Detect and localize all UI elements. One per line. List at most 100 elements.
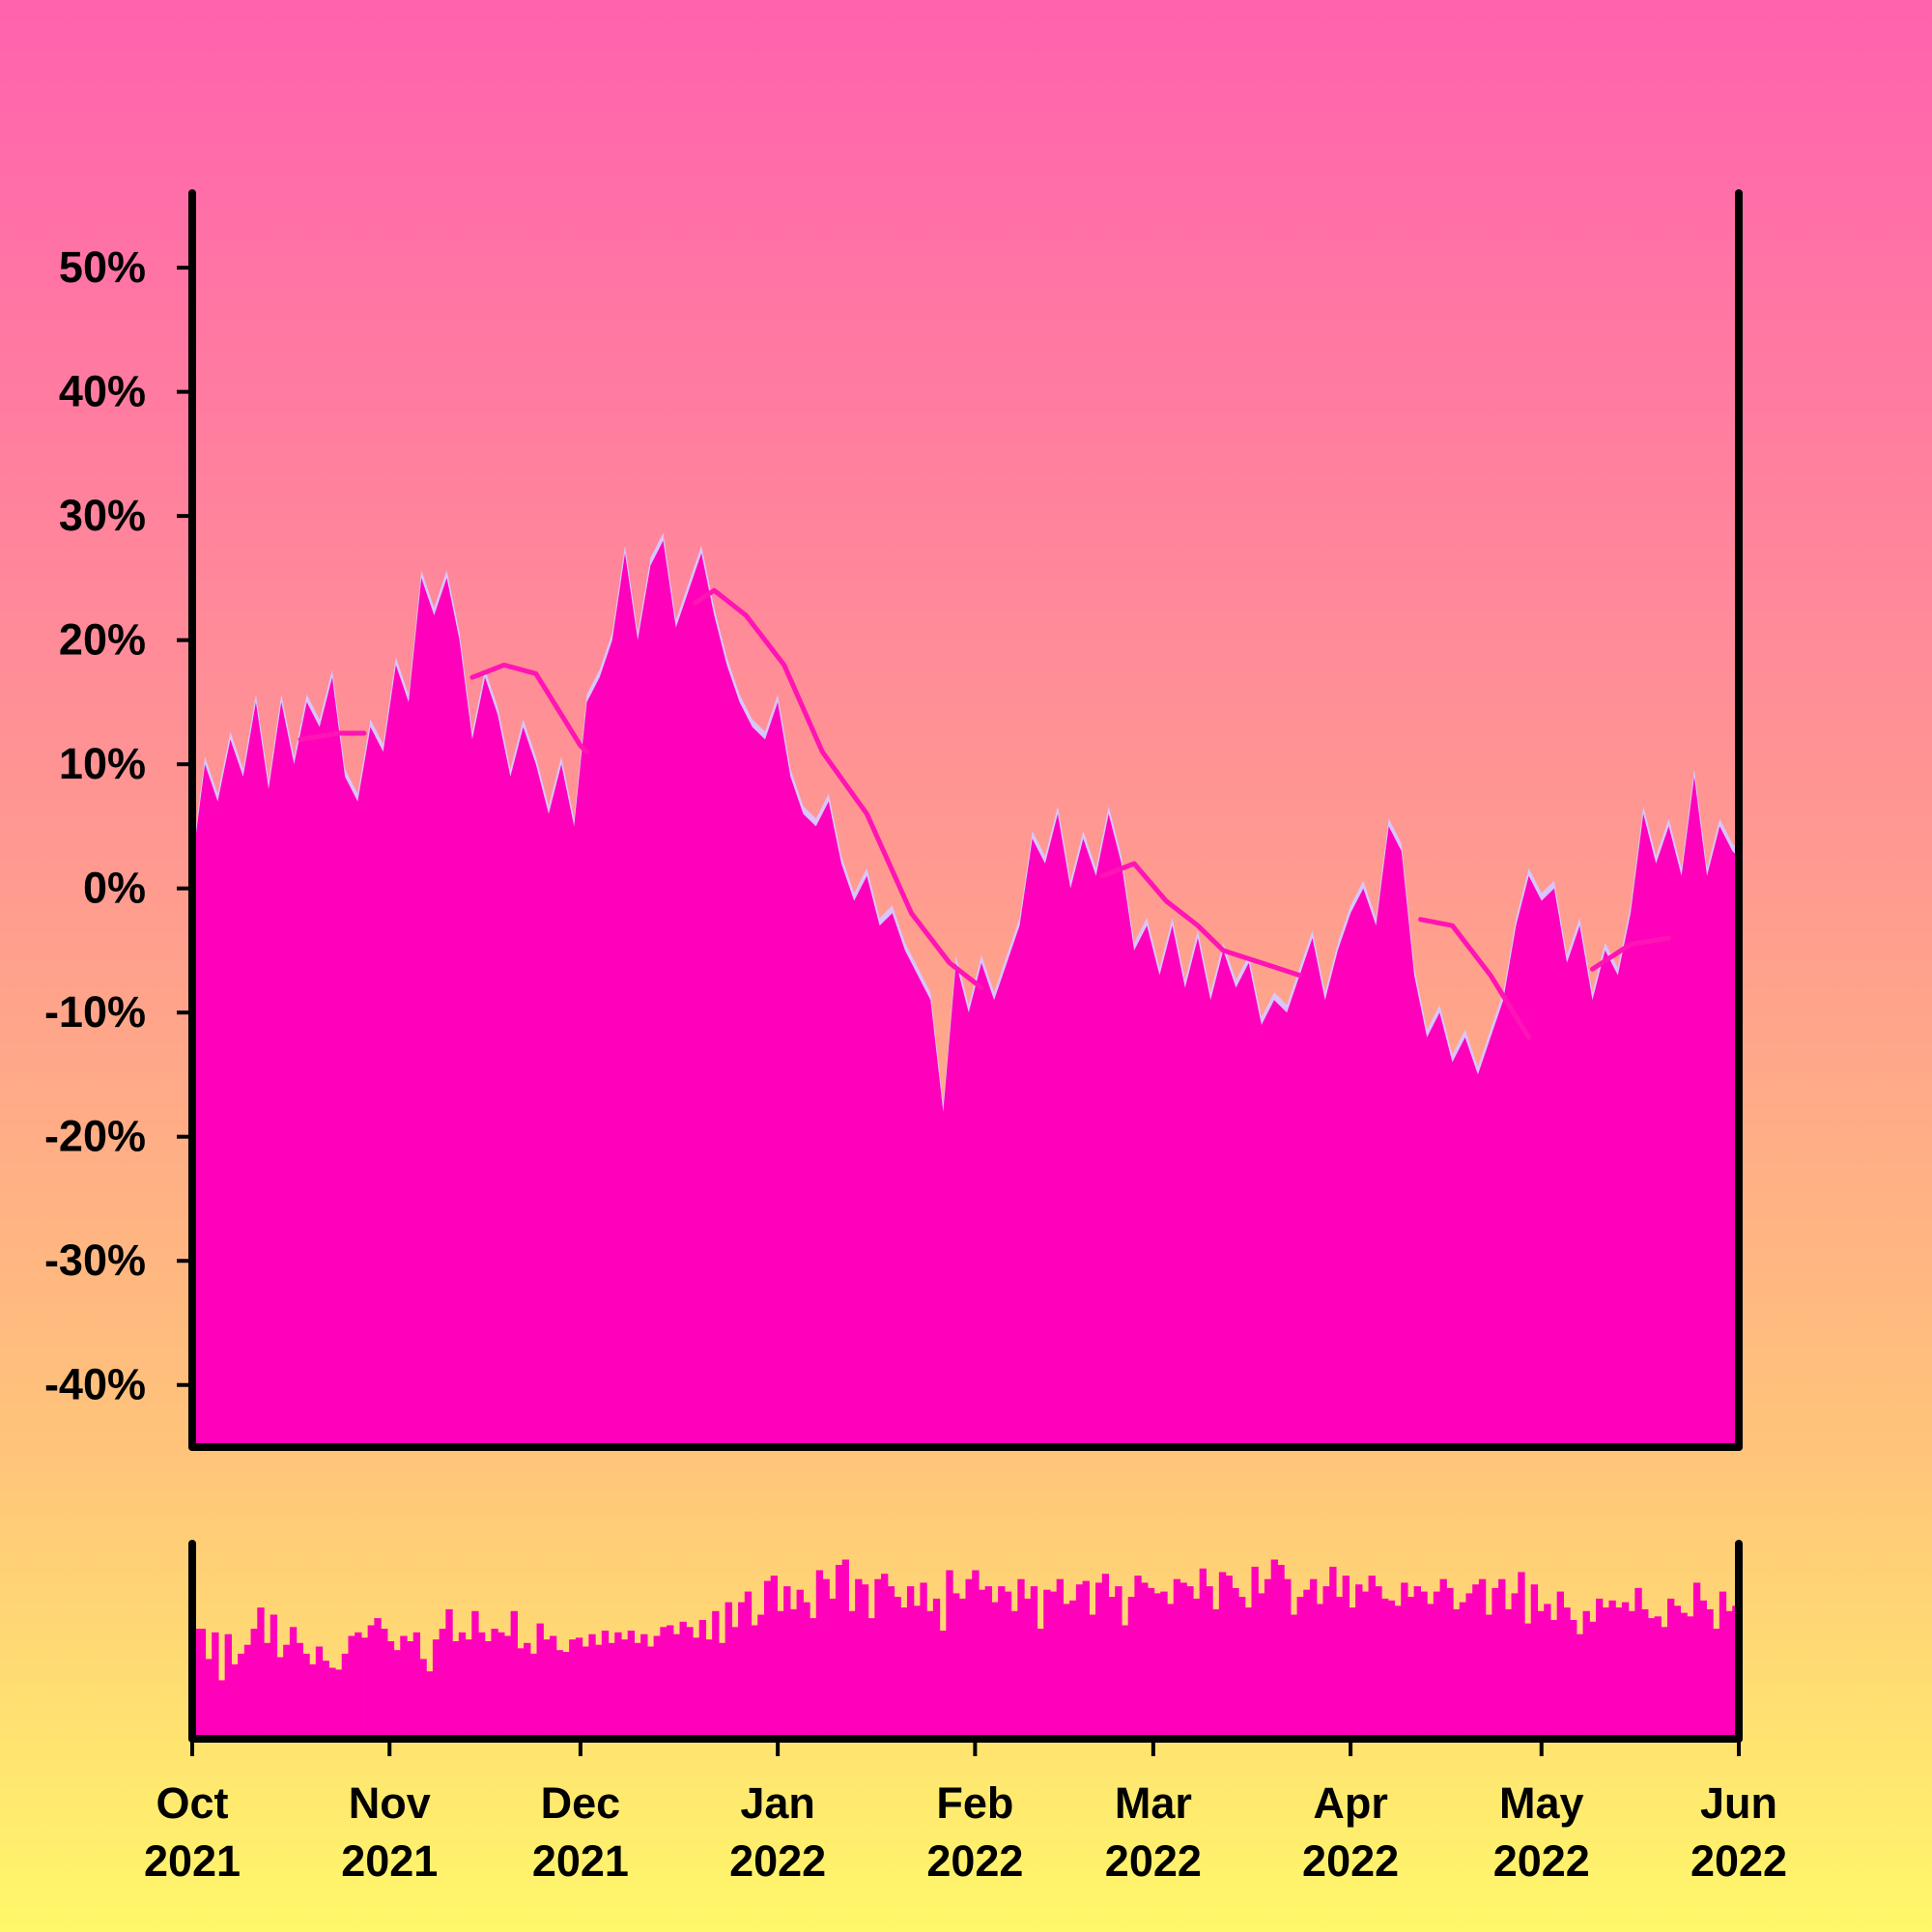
volume-bar (789, 1608, 798, 1739)
volume-bar (555, 1650, 564, 1739)
volume-bar (458, 1632, 467, 1739)
volume-bar (810, 1618, 817, 1739)
volume-bar (1115, 1586, 1122, 1739)
volume-bar (958, 1598, 967, 1739)
volume-bar (1472, 1584, 1480, 1739)
volume-bar (1296, 1597, 1304, 1739)
volume-bar (1212, 1608, 1220, 1739)
volume-bar (406, 1641, 414, 1739)
volume-bar (1647, 1618, 1656, 1739)
volume-bar (1206, 1586, 1213, 1739)
moving-average-segment (1418, 917, 1532, 1040)
volume-bar (1329, 1566, 1337, 1739)
volume-bar (1270, 1559, 1278, 1739)
volume-bar (348, 1635, 355, 1739)
volume-bar (1413, 1586, 1421, 1739)
volume-bar (1063, 1604, 1070, 1739)
volume-bar (744, 1591, 753, 1739)
volume-bar (686, 1627, 694, 1739)
volume-bar (1628, 1610, 1635, 1739)
price-panel: 50% 40% 30% 20% 10% 0% -10% -20% -30% -40% (44, 189, 1743, 1451)
volume-bar (1192, 1598, 1201, 1739)
volume-bar (646, 1646, 655, 1739)
volume-bar (1316, 1604, 1324, 1739)
volume-bar (386, 1641, 395, 1739)
volume-bar (445, 1608, 453, 1739)
volume-bar (257, 1607, 265, 1739)
volume-bar (1121, 1625, 1129, 1739)
volume-bar (1251, 1566, 1259, 1739)
volume-panel-frame (188, 1540, 1743, 1743)
volume-bar (283, 1644, 291, 1739)
volume-bar (549, 1635, 557, 1739)
volume-bar (1361, 1591, 1370, 1739)
volume-bar (238, 1653, 245, 1739)
volume-bar (1556, 1591, 1564, 1739)
volume-bar (1349, 1607, 1356, 1739)
volume-bar (698, 1620, 707, 1739)
volume-bar (1056, 1578, 1065, 1739)
volume-bar (815, 1570, 824, 1739)
y-tick-label: 50% (59, 242, 146, 292)
volume-bar (1680, 1612, 1688, 1739)
volume-bar (608, 1642, 615, 1739)
volume-bar (705, 1639, 713, 1739)
volume-bar (653, 1635, 661, 1739)
volume-bar (1406, 1597, 1415, 1739)
volume-bar (731, 1627, 739, 1739)
volume-bar (757, 1614, 765, 1739)
volume-bar (783, 1586, 791, 1739)
volume-bar (1661, 1627, 1668, 1739)
volume-bar (939, 1631, 947, 1739)
volume-bar (1453, 1608, 1461, 1739)
volume-bar (1186, 1586, 1194, 1739)
volume-bar (465, 1639, 472, 1739)
volume-bar (1465, 1593, 1473, 1739)
volume-bar (1147, 1587, 1155, 1739)
volume-bar (1433, 1591, 1441, 1739)
volume-bar (718, 1642, 726, 1739)
volume-bar (1335, 1597, 1344, 1739)
volume-bar (1010, 1610, 1018, 1739)
volume-bar (296, 1642, 303, 1739)
x-tick-month: Feb (936, 1778, 1013, 1828)
volume-bar (770, 1576, 779, 1739)
x-tick-month: Jun (1700, 1778, 1777, 1828)
volume-bar (1427, 1604, 1435, 1739)
return-area (192, 540, 1739, 1447)
volume-bar (1608, 1600, 1616, 1739)
volume-bar (1544, 1604, 1551, 1739)
volume-bar (601, 1631, 610, 1739)
volume-bar (1244, 1607, 1253, 1739)
volume-bar (1232, 1587, 1239, 1739)
volume-bar (1049, 1591, 1058, 1739)
volume-bar (1537, 1610, 1545, 1739)
volume-bar (1446, 1587, 1454, 1739)
volume-bar (250, 1629, 258, 1739)
volume-bar (205, 1659, 213, 1739)
moving-average-segment (298, 730, 367, 742)
y-tick-label: 0% (83, 864, 146, 913)
volume-bar (1030, 1586, 1038, 1739)
volume-bar (1687, 1616, 1694, 1739)
volume-bar (198, 1629, 207, 1739)
volume-bar (634, 1642, 641, 1739)
x-tick-month: Oct (156, 1778, 228, 1828)
volume-bar (627, 1631, 636, 1739)
volume-bar (1596, 1598, 1604, 1739)
volume-bar (1634, 1587, 1642, 1739)
volume-bar (952, 1593, 960, 1739)
volume-bar (1381, 1598, 1389, 1739)
volume-bar (374, 1618, 382, 1739)
x-tick-year: 2022 (1302, 1836, 1399, 1886)
volume-bar (1439, 1578, 1447, 1739)
volume-bar (217, 1680, 226, 1739)
volume-bar (334, 1669, 343, 1739)
volume-bar (724, 1602, 732, 1739)
volume-bar (1075, 1584, 1084, 1739)
volume-bar (1518, 1572, 1525, 1739)
volume-bar (692, 1637, 700, 1739)
volume-bar (503, 1635, 512, 1739)
volume-bar (367, 1625, 375, 1739)
volume-bar (1173, 1578, 1181, 1739)
